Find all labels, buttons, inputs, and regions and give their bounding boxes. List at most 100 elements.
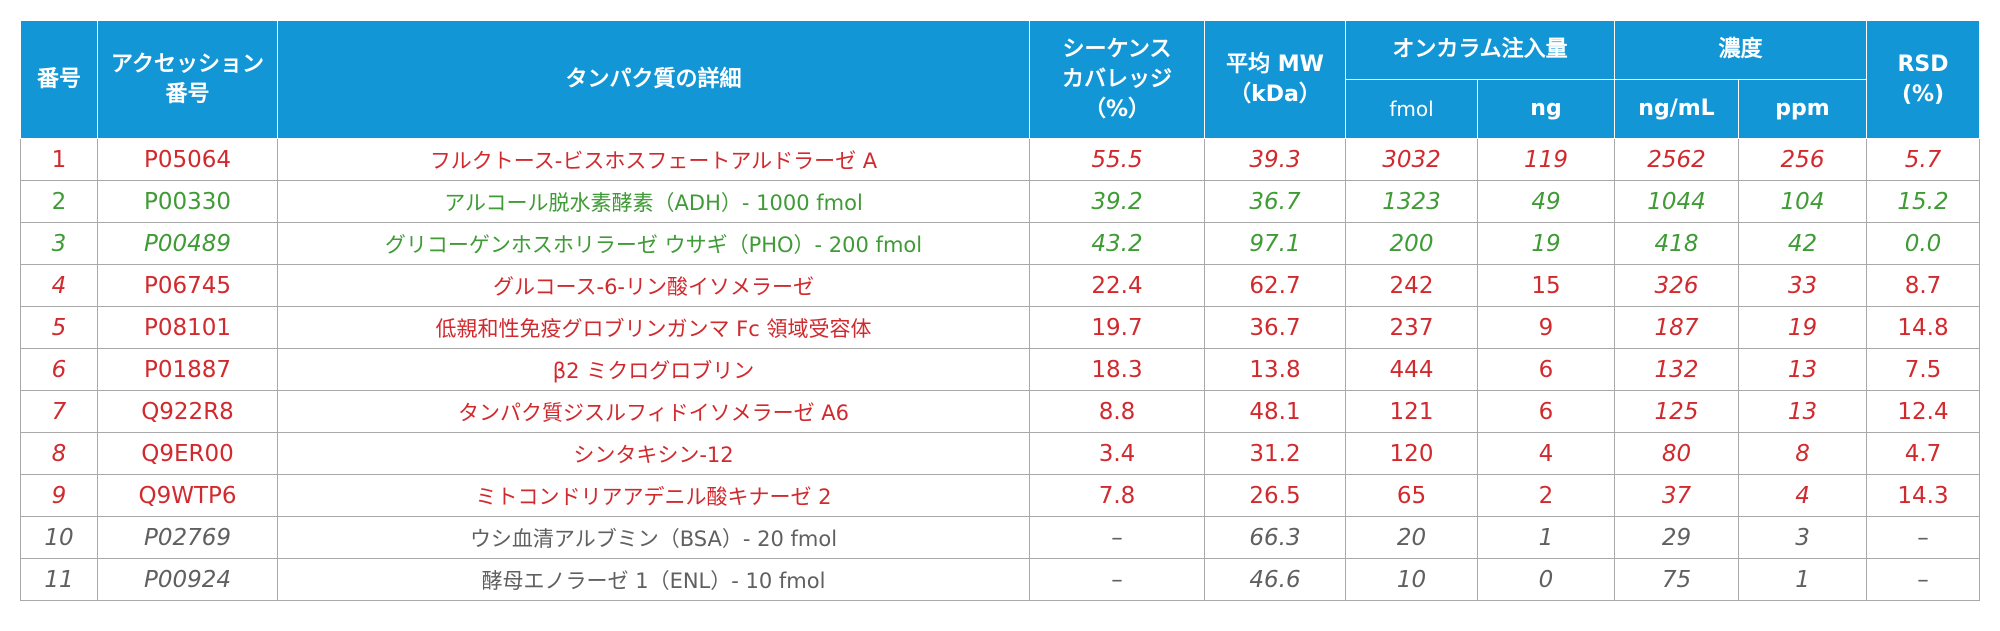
cell-coverage: 8.8 [1029, 390, 1205, 433]
header-coverage-line2: カバレッジ [1061, 66, 1172, 92]
cell-fmol: 20 [1345, 516, 1478, 559]
table-row: 7 Q922R8 タンパク質ジスルフィドイソメラーゼ A6 8.8 48.1 1… [20, 390, 1981, 433]
cell-mw: 46.6 [1204, 558, 1346, 601]
header-fmol: fmol [1345, 79, 1478, 139]
cell-ppm: 256 [1737, 138, 1868, 181]
cell-number: 11 [20, 558, 98, 601]
table-row: 3 P00489 グリコーゲンホスホリラーゼ ウサギ（PHO）- 200 fmo… [20, 222, 1981, 265]
cell-coverage: 22.4 [1029, 264, 1205, 307]
cell-mw: 39.3 [1204, 138, 1346, 181]
cell-ppm: 19 [1737, 306, 1868, 349]
cell-ng: 0 [1477, 558, 1615, 601]
cell-ng: 119 [1477, 138, 1615, 181]
cell-fmol: 1323 [1345, 180, 1478, 223]
cell-ngml: 1044 [1614, 180, 1739, 223]
cell-mw: 66.3 [1204, 516, 1346, 559]
header-mw-line1: 平均 MW [1226, 51, 1324, 77]
cell-ng: 49 [1477, 180, 1615, 223]
cell-ppm: 33 [1737, 264, 1868, 307]
cell-fmol: 65 [1345, 474, 1478, 517]
cell-ngml: 326 [1614, 264, 1739, 307]
header-rsd-line1: RSD [1897, 51, 1949, 77]
header-on-column: オンカラム注入量 [1345, 20, 1615, 80]
cell-number: 7 [20, 390, 98, 433]
cell-number: 8 [20, 432, 98, 475]
header-rsd: RSD (%) [1866, 20, 1981, 139]
cell-ppm: 1 [1737, 558, 1868, 601]
cell-mw: 97.1 [1204, 222, 1346, 265]
table-row: 2 P00330 アルコール脱水素酵素（ADH）- 1000 fmol 39.2… [20, 180, 1981, 223]
header-concentration: 濃度 [1613, 20, 1868, 80]
table-row: 10 P02769 ウシ血清アルブミン（BSA）- 20 fmol – 66.3… [20, 516, 1981, 559]
cell-number: 4 [20, 264, 98, 307]
header-ngml: ng/mL [1614, 79, 1739, 139]
cell-fmol: 10 [1345, 558, 1478, 601]
cell-number: 3 [20, 222, 98, 265]
cell-accession: P02769 [97, 516, 278, 559]
cell-ng: 19 [1477, 222, 1615, 265]
cell-number: 5 [20, 306, 98, 349]
cell-fmol: 237 [1345, 306, 1478, 349]
cell-number: 6 [20, 348, 98, 391]
cell-number: 2 [20, 180, 98, 223]
cell-ppm: 42 [1737, 222, 1868, 265]
header-ng: ng [1477, 79, 1615, 139]
cell-accession: P00330 [97, 180, 278, 223]
cell-coverage: 7.8 [1029, 474, 1205, 517]
cell-description: シンタキシン-12 [277, 432, 1030, 475]
cell-ngml: 125 [1614, 390, 1739, 433]
cell-number: 10 [20, 516, 98, 559]
cell-description: タンパク質ジスルフィドイソメラーゼ A6 [277, 390, 1030, 433]
table-row: 8 Q9ER00 シンタキシン-12 3.4 31.2 120 4 80 8 4… [20, 432, 1981, 475]
header-rsd-line2: (%) [1901, 81, 1945, 107]
cell-mw: 36.7 [1204, 306, 1346, 349]
cell-ppm: 3 [1737, 516, 1868, 559]
cell-rsd: 15.2 [1866, 180, 1981, 223]
cell-ppm: 13 [1737, 348, 1868, 391]
header-accession-line1: アクセッション [111, 51, 264, 77]
header-description: タンパク質の詳細 [277, 20, 1030, 139]
cell-ngml: 75 [1614, 558, 1739, 601]
cell-coverage: 43.2 [1029, 222, 1205, 265]
cell-ng: 1 [1477, 516, 1615, 559]
header-accession-line2: 番号 [165, 81, 210, 107]
header-mw-line2: （kDa） [1229, 81, 1321, 107]
cell-coverage: – [1029, 516, 1205, 559]
cell-fmol: 200 [1345, 222, 1478, 265]
cell-rsd: 8.7 [1866, 264, 1981, 307]
cell-mw: 31.2 [1204, 432, 1346, 475]
cell-ng: 15 [1477, 264, 1615, 307]
cell-accession: P05064 [97, 138, 278, 181]
cell-mw: 48.1 [1204, 390, 1346, 433]
header-coverage-line3: （%） [1083, 96, 1151, 122]
header-mw: 平均 MW （kDa） [1204, 20, 1346, 139]
cell-description: 酵母エノラーゼ 1（ENL）- 10 fmol [277, 558, 1030, 601]
cell-accession: P06745 [97, 264, 278, 307]
cell-rsd: 4.7 [1866, 432, 1981, 475]
cell-ng: 4 [1477, 432, 1615, 475]
cell-accession: P00489 [97, 222, 278, 265]
table-row: 4 P06745 グルコース-6-リン酸イソメラーゼ 22.4 62.7 242… [20, 264, 1981, 307]
cell-description: β2 ミクログロブリン [277, 348, 1030, 391]
cell-ng: 6 [1477, 390, 1615, 433]
cell-fmol: 242 [1345, 264, 1478, 307]
cell-mw: 26.5 [1204, 474, 1346, 517]
cell-description: ミトコンドリアアデニル酸キナーゼ 2 [277, 474, 1030, 517]
cell-description: グリコーゲンホスホリラーゼ ウサギ（PHO）- 200 fmol [277, 222, 1030, 265]
table-row: 1 P05064 フルクトース-ビスホスフェートアルドラーゼ A 55.5 39… [20, 138, 1981, 181]
cell-ng: 9 [1477, 306, 1615, 349]
cell-rsd: – [1866, 516, 1981, 559]
table-row: 11 P00924 酵母エノラーゼ 1（ENL）- 10 fmol – 46.6… [20, 558, 1981, 601]
cell-fmol: 444 [1345, 348, 1478, 391]
cell-coverage: 55.5 [1029, 138, 1205, 181]
table-header: 番号 アクセッション 番号 タンパク質の詳細 シーケンス カバレッジ （%） 平… [20, 20, 1981, 139]
cell-ppm: 13 [1737, 390, 1868, 433]
cell-description: 低親和性免疫グロブリンガンマ Fc 領域受容体 [277, 306, 1030, 349]
cell-ngml: 37 [1614, 474, 1739, 517]
cell-fmol: 121 [1345, 390, 1478, 433]
table-row: 5 P08101 低親和性免疫グロブリンガンマ Fc 領域受容体 19.7 36… [20, 306, 1981, 349]
cell-ng: 2 [1477, 474, 1615, 517]
header-coverage-line1: シーケンス [1062, 36, 1172, 62]
cell-mw: 62.7 [1204, 264, 1346, 307]
cell-ngml: 2562 [1614, 138, 1739, 181]
